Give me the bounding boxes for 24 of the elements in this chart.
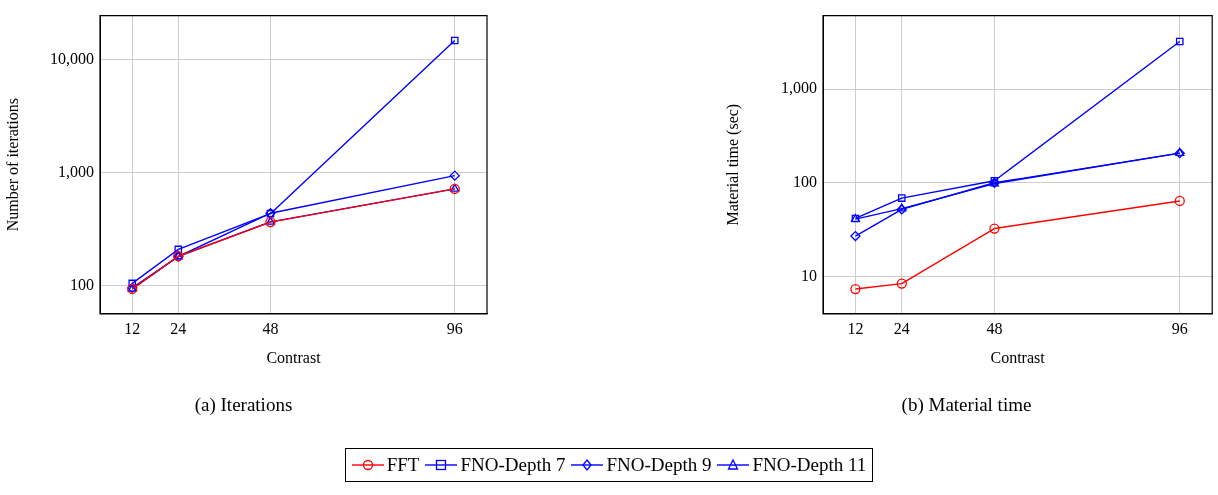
legend-label: FNO-Depth 7 <box>460 454 566 476</box>
y-axis-title: Number of iterations <box>3 98 21 232</box>
y-tick-label: 1,000 <box>58 162 94 180</box>
y-tick-label: 10 <box>801 266 817 284</box>
y-tick-label: 100 <box>793 172 817 190</box>
x-tick-label: 96 <box>1171 319 1188 337</box>
x-tick-label: 24 <box>893 319 910 337</box>
y-tick-label: 10,000 <box>50 49 94 67</box>
x-axis-title: Contrast <box>266 348 322 366</box>
x-tick-label: 48 <box>262 319 279 337</box>
x-tick-label: 12 <box>847 319 864 337</box>
legend-label: FNO-Depth 9 <box>606 454 712 476</box>
y-tick-label: 1,000 <box>781 79 817 97</box>
text: (b) Material time <box>901 393 1032 416</box>
y-tick-label: 100 <box>70 275 94 293</box>
x-tick-label: 96 <box>446 319 463 337</box>
legend-label: FFT <box>386 454 420 476</box>
x-tick-label: 12 <box>124 319 141 337</box>
x-tick-label: 48 <box>986 319 1003 337</box>
x-tick-label: 24 <box>170 319 187 337</box>
x-axis-title: Contrast <box>990 348 1046 366</box>
legend-label: FNO-Depth 11 <box>752 454 867 476</box>
y-axis-title: Material time (sec) <box>723 103 742 226</box>
text: (a) Iterations <box>194 393 293 416</box>
